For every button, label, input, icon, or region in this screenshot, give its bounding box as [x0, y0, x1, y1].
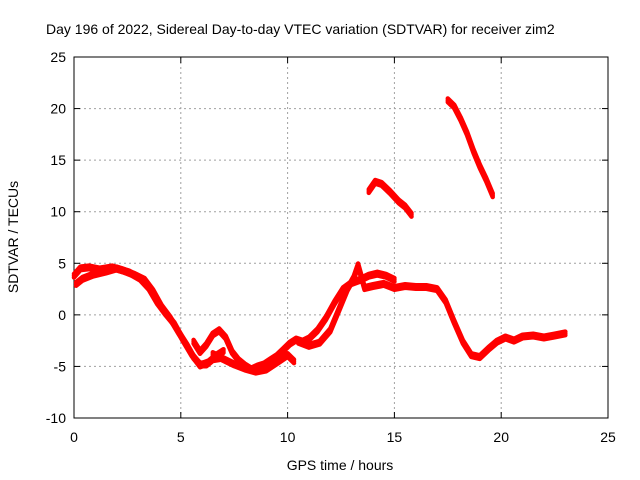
y-tick-label: 15: [50, 152, 66, 168]
series-line: [73, 267, 226, 370]
plot-frame: [73, 56, 609, 419]
y-axis-label: SDTVAR / TECUs: [5, 181, 21, 293]
series-satellite-track-7: [445, 96, 495, 200]
y-tick-label: -5: [54, 358, 67, 374]
series-satellite-track-6: [366, 177, 414, 219]
grid: [74, 57, 608, 418]
series-line: [366, 181, 414, 219]
x-tick-label: 20: [493, 429, 509, 445]
x-tick-label: 25: [600, 429, 616, 445]
series-satellite-track-4: [210, 350, 297, 376]
chart-title: Day 196 of 2022, Sidereal Day-to-day VTE…: [46, 21, 555, 37]
y-tick-label: 25: [50, 49, 66, 65]
x-tick-label: 5: [177, 429, 185, 445]
series-group: [71, 96, 568, 376]
x-tick-label: 10: [280, 429, 296, 445]
series-satellite-track-2: [73, 264, 226, 370]
series-line: [445, 99, 495, 200]
x-tick-label: 15: [387, 429, 403, 445]
y-tick-label: 5: [58, 255, 66, 271]
x-tick-label: 0: [70, 429, 78, 445]
series-line: [296, 264, 568, 362]
y-tick-label: 20: [50, 101, 66, 117]
series-satellite-track-5: [296, 261, 568, 362]
series-line: [191, 273, 397, 374]
x-axis-label: GPS time / hours: [287, 457, 394, 473]
y-tick-label: -10: [46, 410, 66, 426]
axis-ticks: 0 5 10 15 20 25 -10 -5 0 5 10 15 20 25: [46, 49, 616, 445]
y-tick-label: 10: [50, 204, 66, 220]
y-tick-label: 0: [58, 307, 66, 323]
series-line: [210, 353, 297, 376]
